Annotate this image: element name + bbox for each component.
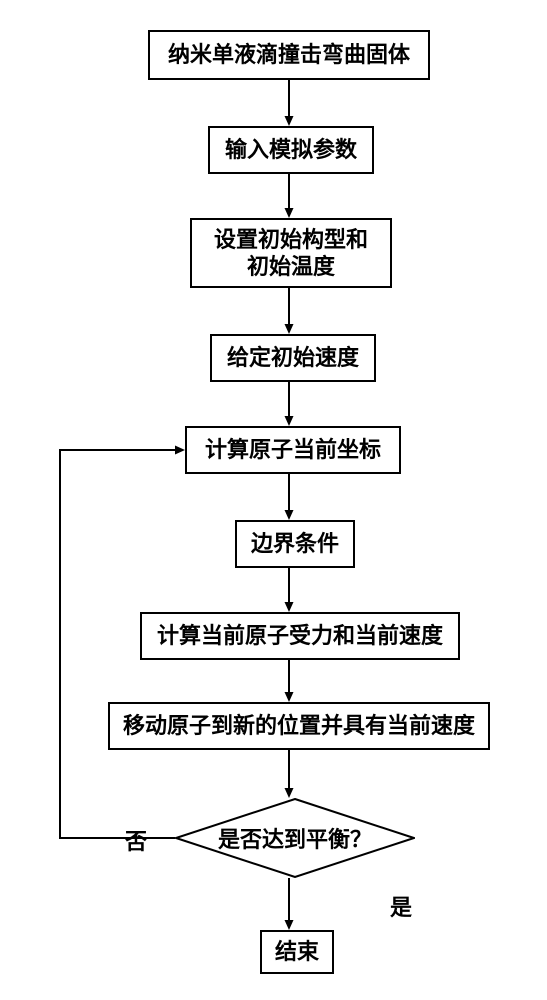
arrows-layer xyxy=(0,0,547,1000)
